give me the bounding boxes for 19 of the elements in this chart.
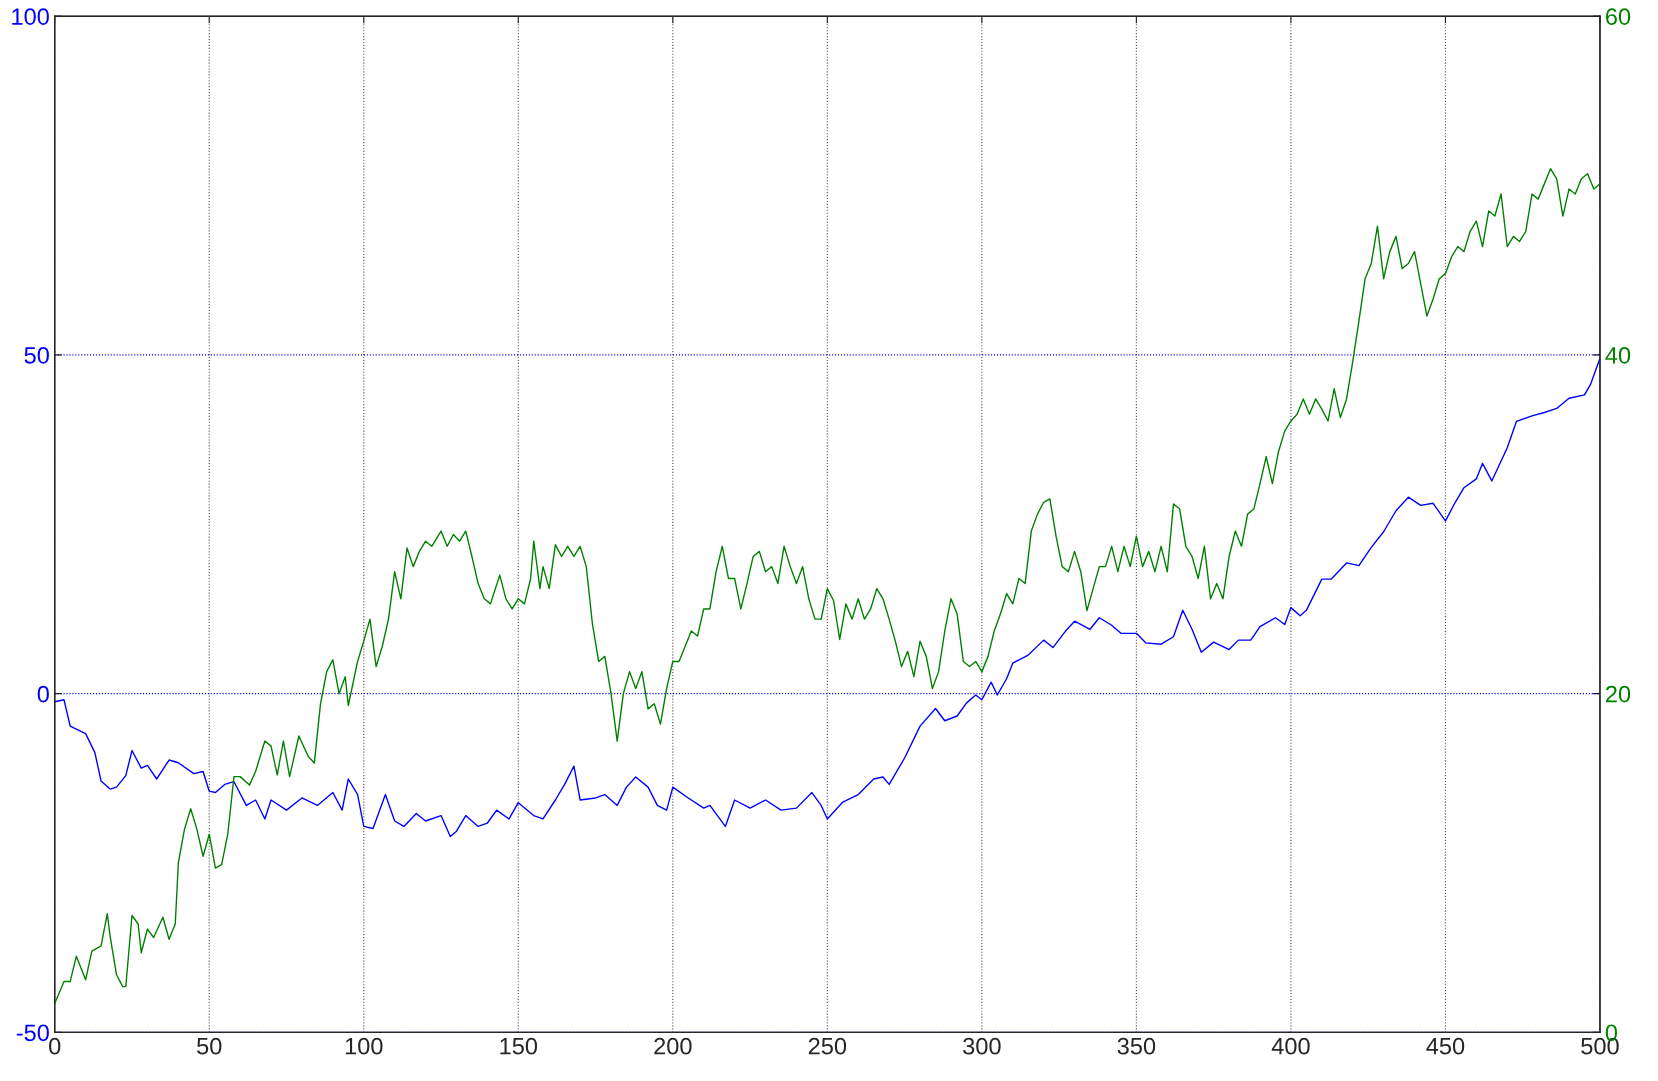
line-series — [54, 357, 1600, 838]
y-tick-label: -50 — [16, 1024, 49, 1042]
y-tick-label: 0 — [37, 685, 49, 703]
x-tick-label: 50 — [197, 1037, 222, 1055]
x-tick-label: 200 — [654, 1037, 692, 1055]
x-tick-label: 100 — [345, 1037, 383, 1055]
x-tick-label: 300 — [963, 1037, 1001, 1055]
y2-tick-label: 40 — [1605, 347, 1631, 364]
y2-tick-label: 60 — [1606, 8, 1631, 25]
x-tick-label: 450 — [1426, 1037, 1465, 1055]
x-tick-label: 150 — [500, 1037, 538, 1055]
y2-tick-label: 20 — [1606, 685, 1631, 703]
x-tick-label: 400 — [1271, 1037, 1310, 1055]
line-series — [54, 167, 1600, 1005]
x-tick-label: 0 — [49, 1037, 61, 1055]
y-tick-label: 100 — [12, 8, 49, 25]
x-tick-label: 250 — [808, 1037, 847, 1055]
y-tick-label: 50 — [24, 347, 49, 364]
x-tick-label: 350 — [1117, 1037, 1156, 1055]
